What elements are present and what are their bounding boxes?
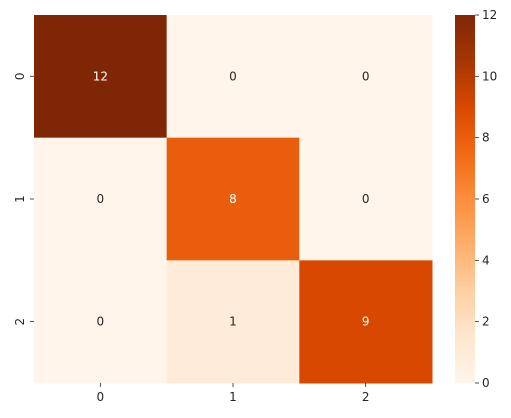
colorbar-tick-label-5: 10	[482, 69, 497, 83]
heatmap-cell-r1-c1	[166, 137, 300, 261]
heatmap-cell-labels: 12 0 0 0 8 0 0 1 9	[93, 69, 370, 328]
cell-label-r0-c0: 12	[93, 69, 108, 83]
heatmap-cell-r2-c1	[166, 260, 300, 384]
heatmap-cells	[34, 15, 433, 384]
cell-label-r0-c2: 0	[362, 69, 370, 83]
x-tick-label-1: 1	[229, 390, 237, 404]
colorbar-tick-label-3: 6	[482, 192, 490, 206]
y-tick-label-1: 1	[13, 195, 27, 203]
colorbar-tick-label-1: 2	[482, 315, 490, 329]
heatmap-cell-r1-c2	[299, 137, 433, 261]
cell-label-r1-c2: 0	[362, 192, 370, 206]
heatmap-cell-r2-c0	[34, 260, 168, 384]
cell-label-r2-c0: 0	[97, 315, 105, 329]
heatmap-cell-r1-c0	[34, 137, 168, 261]
y-tick-label-2: 2	[13, 318, 27, 326]
colorbar-tick-label-4: 8	[482, 131, 490, 145]
cell-label-r0-c1: 0	[229, 69, 237, 83]
colorbar-bar	[455, 15, 475, 383]
heatmap-cell-r0-c0	[34, 15, 168, 139]
y-tick-label-0: 0	[13, 73, 27, 81]
cell-label-r1-c0: 0	[97, 192, 105, 206]
colorbar: 0 2 4 6 8 10 12	[455, 8, 497, 390]
cell-label-r2-c1: 1	[229, 315, 237, 329]
x-tick-label-0: 0	[97, 390, 105, 404]
heatmap-cell-r0-c1	[166, 15, 300, 139]
cell-label-r1-c1: 8	[229, 192, 237, 206]
x-tick-label-2: 2	[362, 390, 370, 404]
heatmap-cell-r2-c2	[299, 260, 433, 384]
colorbar-tick-label-0: 0	[482, 376, 490, 390]
cell-label-r2-c2: 9	[362, 315, 370, 329]
colorbar-tick-label-2: 4	[482, 253, 490, 267]
colorbar-tick-label-6: 12	[482, 8, 497, 22]
heatmap-cell-r0-c2	[299, 15, 433, 139]
x-axis: 0 1 2	[97, 383, 370, 404]
y-axis: 0 1 2	[13, 73, 34, 326]
